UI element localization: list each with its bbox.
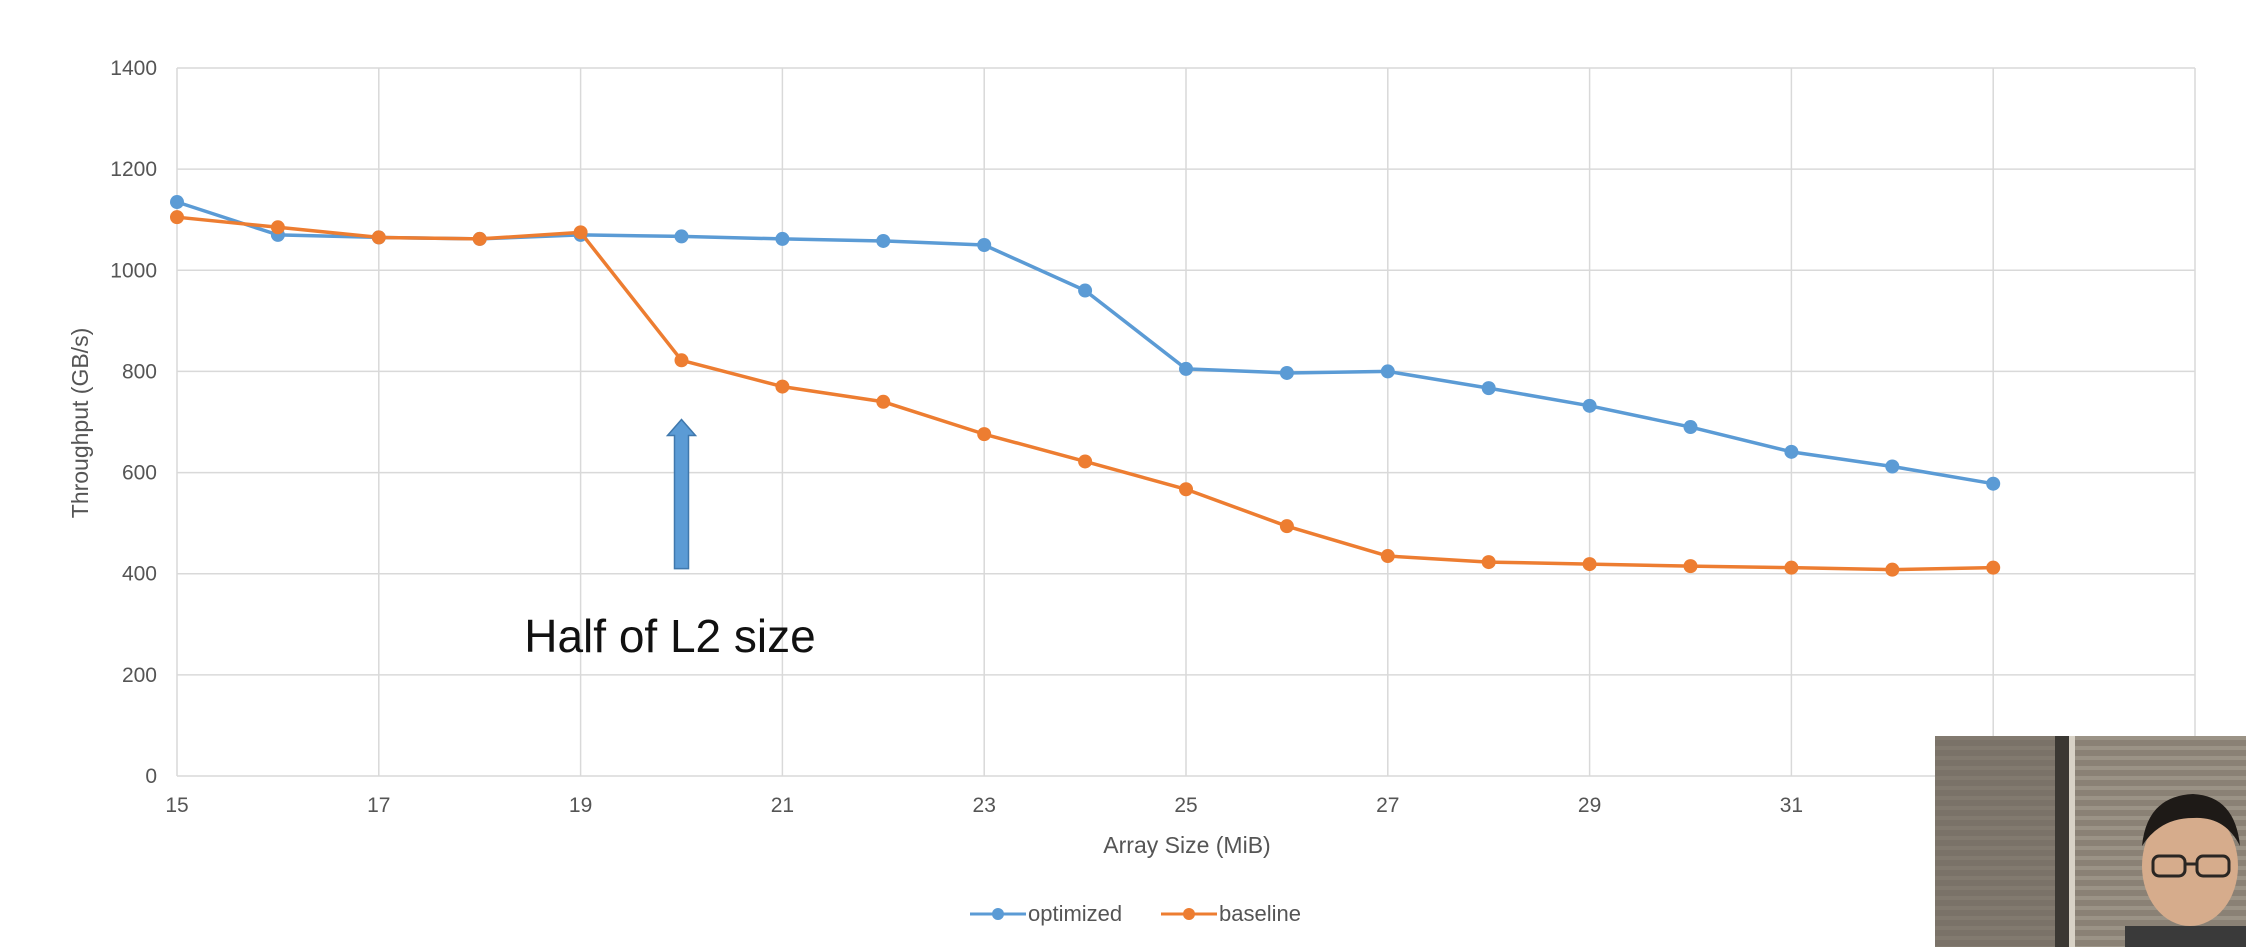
x-tick-label: 23 [973,794,996,817]
point-baseline [1582,557,1597,572]
point-baseline [674,353,689,368]
point-optimized [170,195,184,210]
point-baseline [1986,560,2001,575]
y-tick-label: 0 [145,765,157,788]
x-tick-label: 29 [1578,794,1601,817]
point-baseline [1179,482,1193,497]
point-baseline [270,220,285,235]
y-tick-label: 1400 [110,57,157,80]
point-optimized [1279,365,1294,380]
point-baseline [472,231,487,246]
presenter-head [2142,806,2238,926]
x-axis-title: Array Size (MiB) [1103,832,1270,858]
x-tick-label: 25 [1174,794,1197,817]
x-tick-label: 17 [367,794,390,817]
point-optimized [977,238,992,252]
point-optimized [1582,398,1597,413]
point-optimized [1683,420,1698,435]
svg-text:optimized: optimized [1028,901,1122,926]
point-baseline [170,210,184,225]
annotation-arrow [665,418,698,570]
y-tick-label: 600 [122,462,157,485]
x-tick-label: 21 [771,794,794,817]
point-optimized [1380,364,1395,379]
point-baseline [1481,555,1496,570]
point-optimized [674,229,689,244]
point-baseline [1683,559,1698,574]
presenter-webcam [1935,736,2246,947]
x-tick-labels: 15 17 19 21 23 25 27 29 31 [165,794,1803,817]
presenter-video-frame [1935,736,2246,947]
y-axis-title: Throughput (GB/s) [67,328,93,518]
y-tick-label: 800 [122,360,157,383]
point-optimized [1481,381,1496,396]
point-baseline [1078,454,1093,469]
point-baseline [1380,549,1395,564]
point-baseline [775,379,790,394]
x-tick-label: 27 [1376,794,1399,817]
point-baseline [371,230,386,245]
legend-item-baseline: baseline [1161,901,1301,926]
annotation: Half of L2 size [524,418,816,662]
legend: optimized baseline [970,901,1301,926]
series-line-optimized [176,200,1994,486]
point-optimized [1986,476,2001,491]
annotation-text: Half of L2 size [524,610,815,662]
point-optimized [1078,283,1093,298]
point-baseline [977,427,992,442]
point-baseline [1784,560,1799,575]
svg-text:baseline: baseline [1219,901,1301,926]
legend-item-optimized: optimized [970,901,1122,926]
x-tick-label: 15 [165,794,188,817]
point-optimized [1179,361,1193,376]
point-optimized [775,231,790,246]
y-tick-label: 1000 [110,259,157,282]
point-baseline [573,225,588,240]
y-tick-label: 200 [122,664,157,687]
series-group [170,195,2001,577]
y-tick-label: 400 [122,563,157,586]
x-tick-label: 31 [1780,794,1803,817]
point-optimized [876,233,891,248]
x-tick-label: 19 [569,794,592,817]
point-optimized [1784,444,1799,459]
grid-lines [176,67,2196,777]
point-baseline [1279,519,1294,534]
y-tick-labels: 0 200 400 600 800 1000 1200 1400 [110,57,157,788]
y-tick-label: 1200 [110,158,157,181]
point-baseline [1885,562,1900,577]
point-optimized [1885,459,1900,474]
point-baseline [876,394,891,409]
